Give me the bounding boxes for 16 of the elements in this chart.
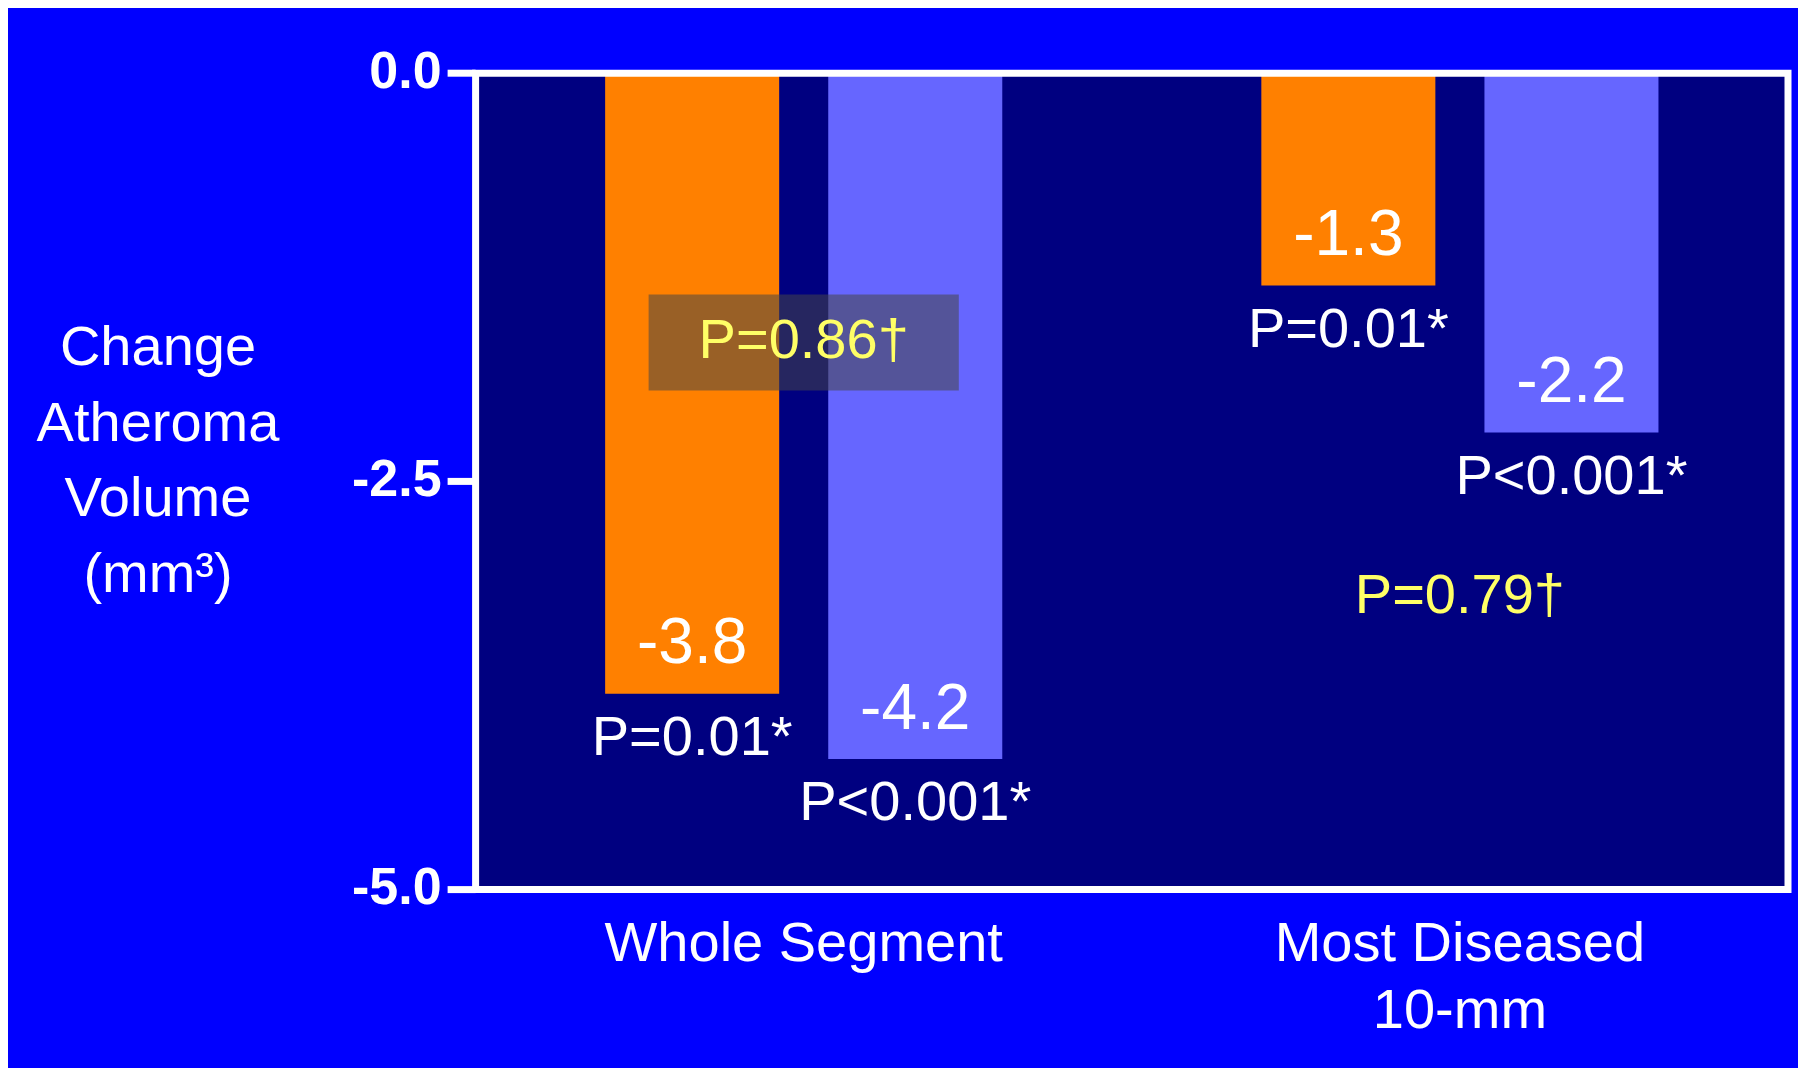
y-tick-label: 0.0 [369, 40, 442, 99]
data-label: -4.2 [860, 670, 971, 743]
x-tick-label: Whole Segment [604, 909, 1004, 973]
annotation: P<0.001* [799, 769, 1032, 833]
data-label: -3.8 [637, 605, 748, 678]
y-tick-label: -5.0 [351, 856, 442, 915]
annotation: P<0.001* [1455, 442, 1688, 506]
y-tick-label: -2.5 [351, 448, 442, 507]
annotation: P=0.79† [1354, 561, 1565, 625]
x-tick-label: Most Diseased 10-mm [1274, 909, 1646, 1040]
y-axis-title: Change Atheroma Volume (mm³) [35, 313, 281, 606]
data-label: -2.2 [1516, 344, 1627, 417]
annotation: P=0.01* [591, 704, 793, 768]
annotation: P=0.86† [698, 307, 909, 371]
data-label: -1.3 [1293, 197, 1404, 270]
annotation: P=0.01* [1247, 295, 1449, 359]
